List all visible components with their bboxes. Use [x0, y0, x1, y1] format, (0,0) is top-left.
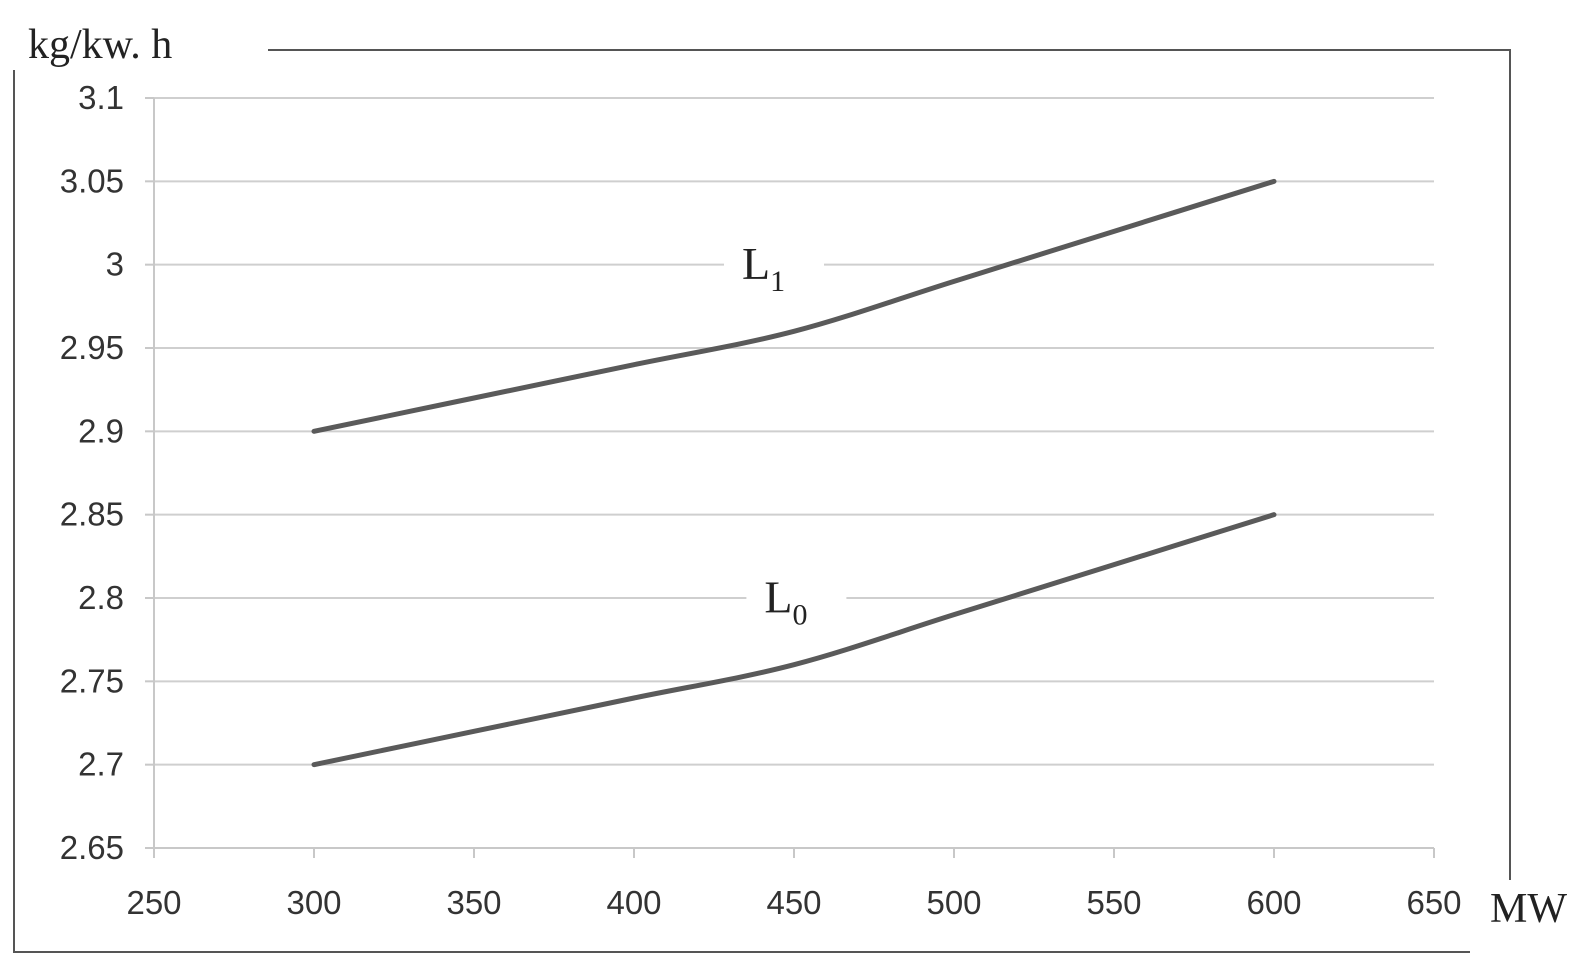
- series-line-l1: [311, 178, 1277, 434]
- x-tick-label: 500: [926, 884, 981, 921]
- y-tick-label: 2.95: [60, 329, 124, 366]
- frame-outline: [13, 49, 1511, 953]
- x-tick-label: 400: [606, 884, 661, 921]
- series-label-background: [724, 227, 824, 291]
- x-tick-label: 650: [1406, 884, 1461, 921]
- series-line-l0: [311, 512, 1277, 768]
- y-tick-label: 3.05: [60, 162, 124, 199]
- x-axis-unit-label: MW: [1490, 886, 1567, 932]
- x-tick-label: 300: [286, 884, 341, 921]
- y-tick-label: 2.8: [78, 579, 124, 616]
- y-tick-label: 2.65: [60, 829, 124, 866]
- y-axis-unit-label: kg/kw. h: [28, 22, 172, 68]
- y-axis-ticks: 2.65 2.7 2.75 2.8 2.85 2.9 2.95 3 3.05 3.1: [60, 79, 154, 866]
- y-tick-label: 3: [106, 246, 124, 283]
- y-tick-label: 2.85: [60, 496, 124, 533]
- y-tick-label: 3.1: [78, 79, 124, 116]
- x-axis-ticks: 250 300 350 400 450 500 550 600 650: [126, 848, 1462, 921]
- y-tick-label: 2.7: [78, 746, 124, 783]
- series-label-background: [746, 560, 847, 625]
- x-tick-label: 600: [1246, 884, 1301, 921]
- x-tick-label: 450: [766, 884, 821, 921]
- series-group: [311, 178, 1277, 768]
- x-tick-label: 250: [126, 884, 181, 921]
- y-tick-label: 2.9: [78, 412, 124, 449]
- chart-frame: [13, 49, 1511, 953]
- y-tick-label: 2.75: [60, 662, 124, 699]
- series-label-subscript: 1: [770, 265, 785, 298]
- x-tick-label: 550: [1086, 884, 1141, 921]
- x-tick-label: 350: [446, 884, 501, 921]
- series-label-subscript: 0: [793, 598, 808, 631]
